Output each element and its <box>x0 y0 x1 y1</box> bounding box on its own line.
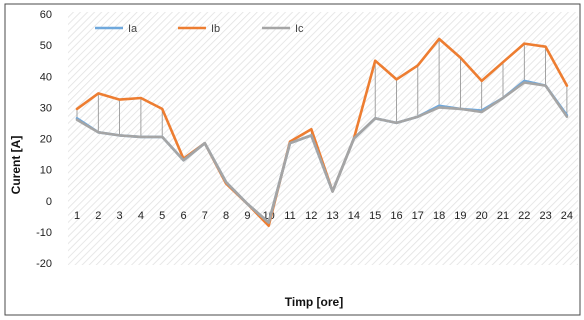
x-tick-label: 23 <box>539 210 551 222</box>
x-tick-label: 11 <box>284 210 295 222</box>
x-tick-label: 2 <box>95 210 101 222</box>
y-tick-label: 10 <box>40 165 52 177</box>
x-tick-label: 20 <box>476 210 488 222</box>
legend-label-ia: Ia <box>128 23 138 35</box>
x-tick-label: 19 <box>454 210 466 222</box>
y-tick-label: 50 <box>40 40 52 52</box>
x-tick-label: 12 <box>305 210 317 222</box>
x-tick-label: 8 <box>223 210 229 222</box>
x-tick-label: 4 <box>138 210 144 222</box>
y-tick-label: 20 <box>40 134 52 146</box>
y-tick-label: -10 <box>36 227 52 239</box>
x-tick-label: 21 <box>497 210 509 222</box>
x-tick-label: 15 <box>369 210 381 222</box>
x-tick-label: 24 <box>561 210 573 222</box>
y-tick-label: -20 <box>36 258 52 270</box>
legend-label-ic: Ic <box>295 23 304 35</box>
x-tick-label: 3 <box>117 210 123 222</box>
y-tick-label: 60 <box>40 9 52 21</box>
y-tick-label: 40 <box>40 71 52 83</box>
legend-label-ib: Ib <box>211 23 220 35</box>
x-tick-label: 1 <box>74 210 80 222</box>
series-line-ic <box>75 81 569 224</box>
x-axis-title: Timp [ore] <box>285 295 343 309</box>
x-tick-label: 16 <box>390 210 402 222</box>
x-tick-label: 13 <box>326 210 338 222</box>
x-tick-label: 9 <box>244 210 250 222</box>
x-tick-label: 6 <box>180 210 186 222</box>
x-tick-label: 17 <box>412 210 424 222</box>
plot-area <box>68 12 578 265</box>
x-tick-label: 14 <box>348 210 360 222</box>
x-tick-label: 5 <box>159 210 165 222</box>
y-tick-label: 30 <box>40 102 52 114</box>
y-axis-title: Curent [A] <box>9 136 23 195</box>
y-tick-label: 0 <box>46 196 52 208</box>
x-tick-label: 22 <box>518 210 530 222</box>
x-tick-label: 18 <box>433 210 445 222</box>
x-tick-label: 7 <box>202 210 208 222</box>
